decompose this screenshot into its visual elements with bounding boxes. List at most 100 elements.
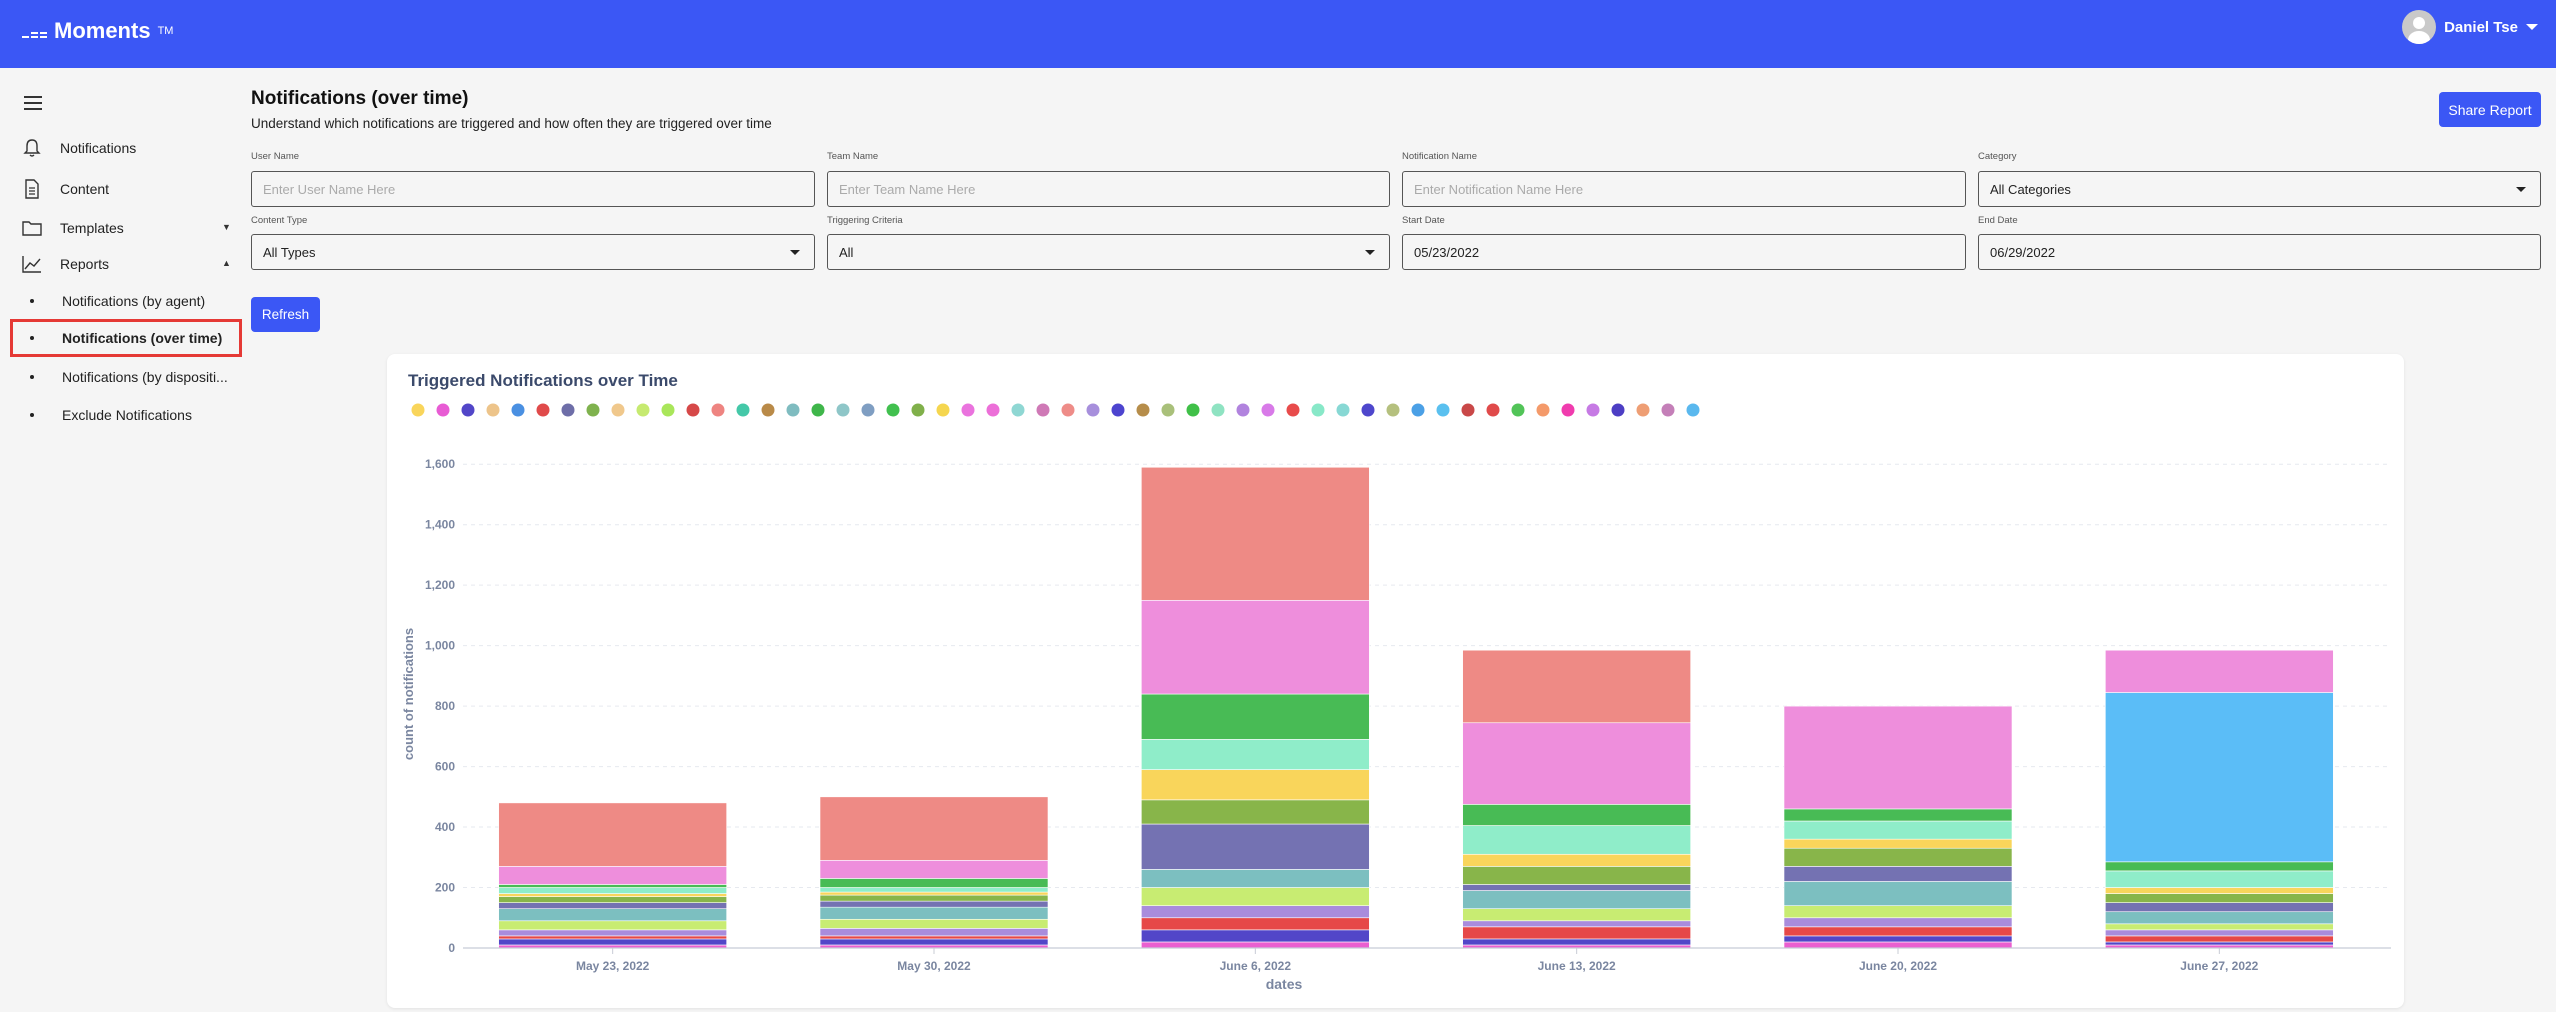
bar-segment[interactable] — [819, 887, 1049, 893]
legend-marker[interactable] — [1436, 403, 1450, 417]
legend-marker[interactable] — [1161, 403, 1175, 417]
legend-marker[interactable] — [1361, 403, 1375, 417]
legend-marker[interactable] — [411, 403, 425, 417]
content-type-select[interactable]: All Types — [251, 234, 815, 270]
bar-segment[interactable] — [1783, 905, 2013, 919]
end-date-input[interactable]: 06/29/2022 — [1978, 234, 2541, 270]
legend-marker[interactable] — [1136, 403, 1150, 417]
legend-marker[interactable] — [786, 403, 800, 417]
bar-segment[interactable] — [498, 802, 727, 867]
legend-marker[interactable] — [1686, 403, 1700, 417]
bar-segment[interactable] — [498, 893, 727, 897]
bar-segment[interactable] — [1141, 929, 1370, 943]
refresh-button[interactable]: Refresh — [251, 297, 320, 332]
bar-segment[interactable] — [1462, 890, 1691, 909]
legend-marker[interactable] — [1536, 403, 1550, 417]
legend-marker[interactable] — [1261, 403, 1275, 417]
bar-segment[interactable] — [498, 866, 727, 885]
legend-marker[interactable] — [1411, 403, 1425, 417]
legend-marker[interactable] — [1561, 403, 1575, 417]
bar-segment[interactable] — [1462, 825, 1691, 855]
bar-segment[interactable] — [2105, 902, 2334, 913]
bar-segment[interactable] — [498, 929, 727, 937]
legend-marker[interactable] — [1086, 403, 1100, 417]
hamburger-menu-icon[interactable] — [24, 96, 42, 110]
sidebar-subitem-notifications-over-time[interactable]: Notifications (over time) — [10, 319, 242, 357]
bar-segment[interactable] — [1462, 938, 1691, 946]
bar-segment[interactable] — [1783, 847, 2013, 867]
legend-marker[interactable] — [1186, 403, 1200, 417]
legend-marker[interactable] — [1061, 403, 1075, 417]
bar-segment[interactable] — [1462, 853, 1691, 867]
legend-marker[interactable] — [1636, 403, 1650, 417]
bar-segment[interactable] — [2105, 692, 2334, 863]
legend-marker[interactable] — [1336, 403, 1350, 417]
sidebar-subitem-notifications-by-agent[interactable]: Notifications (by agent) — [30, 289, 205, 313]
legend-marker[interactable] — [1111, 403, 1125, 417]
team-name-input[interactable]: Enter Team Name Here — [827, 171, 1390, 207]
sidebar-item-notifications[interactable]: Notifications — [22, 136, 136, 160]
bar-segment[interactable] — [2105, 911, 2334, 925]
bar-segment[interactable] — [498, 896, 727, 903]
legend-marker[interactable] — [686, 403, 700, 417]
bar-segment[interactable] — [1141, 769, 1370, 801]
legend-marker[interactable] — [511, 403, 525, 417]
legend-marker[interactable] — [536, 403, 550, 417]
user-menu[interactable]: Daniel Tse — [2402, 10, 2538, 44]
bar-segment[interactable] — [819, 796, 1049, 861]
legend-marker[interactable] — [561, 403, 575, 417]
bar-segment[interactable] — [1462, 722, 1691, 805]
user-name-input[interactable]: Enter User Name Here — [251, 171, 815, 207]
legend-marker[interactable] — [1661, 403, 1675, 417]
bar-segment[interactable] — [1141, 599, 1370, 695]
bar-segment[interactable] — [1783, 838, 2013, 849]
bar-segment[interactable] — [1462, 926, 1691, 940]
bar-segment[interactable] — [1141, 917, 1370, 931]
bar-segment[interactable] — [498, 884, 727, 888]
bar-segment[interactable] — [2105, 887, 2334, 894]
bar-segment[interactable] — [1141, 905, 1370, 919]
legend-marker[interactable] — [1286, 403, 1300, 417]
legend-marker[interactable] — [461, 403, 475, 417]
bar-segment[interactable] — [2105, 929, 2334, 937]
bar-segment[interactable] — [2105, 923, 2334, 931]
bar-segment[interactable] — [2105, 649, 2334, 693]
bar-segment[interactable] — [1141, 693, 1370, 740]
legend-marker[interactable] — [1311, 403, 1325, 417]
bar-segment[interactable] — [1141, 799, 1370, 825]
app-logo[interactable]: Moments TM — [22, 18, 173, 44]
legend-marker[interactable] — [1211, 403, 1225, 417]
bar-segment[interactable] — [1783, 917, 2013, 928]
bar-segment[interactable] — [1783, 808, 2013, 822]
bar-segment[interactable] — [819, 860, 1049, 879]
legend-marker[interactable] — [1386, 403, 1400, 417]
legend-marker[interactable] — [711, 403, 725, 417]
bar-segment[interactable] — [1141, 466, 1370, 601]
sidebar-item-reports[interactable]: Reports — [22, 252, 109, 276]
chevron-up-icon[interactable]: ▲ — [222, 258, 231, 268]
legend-marker[interactable] — [761, 403, 775, 417]
bar-segment[interactable] — [2105, 861, 2334, 872]
bar-segment[interactable] — [819, 894, 1049, 902]
legend-marker[interactable] — [811, 403, 825, 417]
legend-marker[interactable] — [961, 403, 975, 417]
sidebar-item-templates[interactable]: Templates — [22, 216, 124, 240]
legend-marker[interactable] — [1011, 403, 1025, 417]
bar-segment[interactable] — [1141, 823, 1370, 870]
legend-marker[interactable] — [886, 403, 900, 417]
bar-segment[interactable] — [1462, 908, 1691, 922]
legend-marker[interactable] — [636, 403, 650, 417]
bar-segment[interactable] — [498, 935, 727, 940]
legend-marker[interactable] — [911, 403, 925, 417]
legend-marker[interactable] — [611, 403, 625, 417]
sidebar-subitem-exclude-notifications[interactable]: Exclude Notifications — [30, 403, 192, 427]
legend-marker[interactable] — [586, 403, 600, 417]
bar-segment[interactable] — [498, 908, 727, 922]
bar-segment[interactable] — [1141, 941, 1370, 949]
bar-segment[interactable] — [2105, 893, 2334, 903]
chevron-down-icon[interactable]: ▼ — [222, 222, 231, 232]
legend-marker[interactable] — [1511, 403, 1525, 417]
legend-marker[interactable] — [1036, 403, 1050, 417]
bar-segment[interactable] — [1462, 866, 1691, 885]
legend-marker[interactable] — [861, 403, 875, 417]
